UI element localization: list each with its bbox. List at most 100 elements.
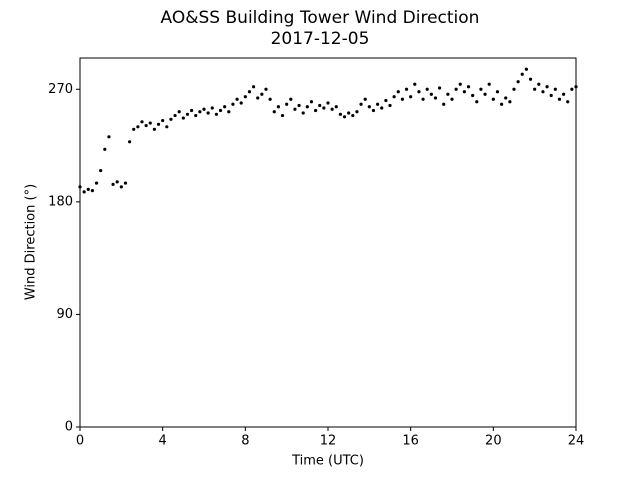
- point: [404, 87, 409, 91]
- point: [442, 102, 446, 106]
- chart-title: AO&SS Building Tower Wind Direction: [161, 8, 480, 28]
- point: [471, 93, 475, 98]
- x-tick-label: 24: [568, 434, 585, 449]
- point: [119, 185, 123, 189]
- point: [223, 105, 227, 109]
- point: [355, 110, 359, 114]
- point: [252, 85, 256, 89]
- point: [528, 77, 533, 81]
- x-tick-label: 12: [320, 434, 337, 449]
- point: [500, 102, 504, 106]
- point: [400, 97, 404, 101]
- point: [289, 97, 293, 101]
- point: [198, 110, 202, 114]
- point: [376, 102, 380, 106]
- x-axis-label: Time (UTC): [291, 454, 364, 469]
- point: [161, 118, 165, 123]
- point: [388, 103, 392, 108]
- point: [371, 108, 376, 113]
- point: [466, 85, 471, 89]
- point: [475, 100, 479, 104]
- point: [533, 87, 537, 91]
- point: [256, 96, 260, 100]
- point: [243, 95, 247, 99]
- point: [210, 106, 214, 110]
- point: [247, 90, 252, 94]
- x-tick-label: 16: [402, 434, 419, 449]
- point: [260, 92, 264, 96]
- point: [545, 85, 549, 89]
- plot-frame: [79, 57, 577, 428]
- point: [194, 113, 198, 118]
- point: [239, 101, 243, 105]
- point: [231, 102, 235, 106]
- point: [177, 110, 181, 114]
- point: [487, 82, 491, 86]
- point: [152, 127, 156, 131]
- point: [417, 90, 421, 94]
- point: [450, 97, 454, 101]
- point: [123, 181, 128, 185]
- point: [202, 107, 206, 111]
- point: [483, 92, 487, 96]
- point: [276, 105, 280, 109]
- point: [458, 82, 462, 86]
- x-tick-label: 4: [159, 434, 167, 449]
- point: [185, 112, 190, 116]
- point: [103, 147, 107, 151]
- point: [309, 100, 314, 104]
- point: [570, 87, 574, 91]
- point: [297, 103, 301, 108]
- point: [342, 115, 347, 119]
- point: [128, 140, 132, 144]
- point: [347, 111, 351, 115]
- point: [541, 90, 545, 94]
- point: [144, 123, 148, 128]
- y-tick-label: 180: [48, 194, 73, 209]
- point: [280, 113, 285, 118]
- point: [305, 105, 309, 109]
- point: [553, 87, 557, 91]
- point: [562, 92, 566, 96]
- point: [512, 87, 516, 91]
- point: [409, 95, 413, 99]
- point: [520, 72, 524, 76]
- point: [462, 90, 466, 94]
- point: [173, 113, 177, 118]
- point: [190, 108, 194, 113]
- point: [508, 100, 512, 104]
- point: [136, 125, 140, 129]
- y-tick-label: 90: [56, 307, 73, 322]
- point: [380, 106, 384, 110]
- point: [413, 82, 417, 86]
- point: [156, 122, 161, 126]
- point: [549, 93, 553, 98]
- point: [227, 110, 231, 114]
- point: [334, 105, 338, 109]
- x-tick-label: 8: [241, 434, 249, 449]
- point: [433, 96, 438, 100]
- point: [338, 112, 342, 116]
- point: [218, 108, 223, 113]
- point: [107, 135, 111, 139]
- point: [235, 97, 239, 101]
- point: [94, 181, 99, 185]
- point: [293, 107, 297, 111]
- point: [90, 188, 94, 193]
- x-tick-label: 20: [485, 434, 502, 449]
- point: [132, 127, 136, 131]
- point: [421, 97, 425, 101]
- point: [491, 97, 495, 101]
- x-tick-label: 0: [76, 434, 84, 449]
- point: [181, 116, 185, 120]
- point: [384, 98, 388, 103]
- point: [537, 82, 541, 86]
- point: [148, 121, 152, 125]
- point: [264, 87, 268, 91]
- point: [392, 95, 396, 99]
- point: [429, 92, 433, 96]
- point: [524, 67, 529, 71]
- point: [301, 111, 305, 115]
